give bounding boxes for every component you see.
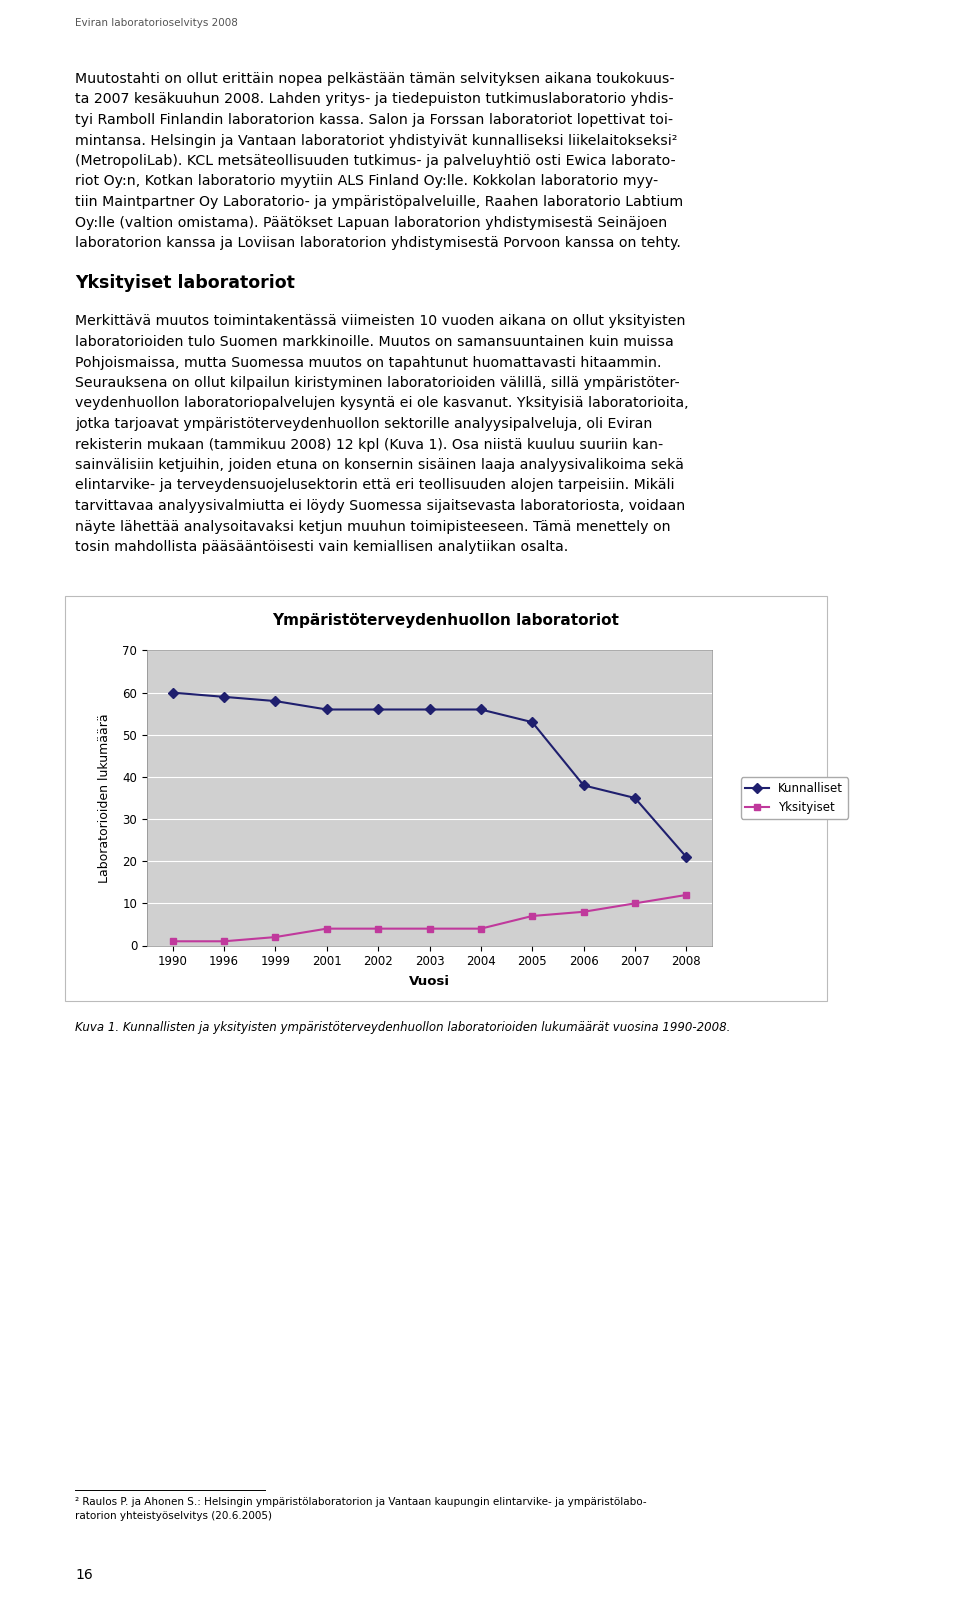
Text: Yksityiset laboratoriot: Yksityiset laboratoriot [75, 274, 295, 292]
Text: 16: 16 [75, 1569, 93, 1582]
Text: Muutostahti on ollut erittäin nopea pelkästään tämän selvityksen aikana toukokuu: Muutostahti on ollut erittäin nopea pelk… [75, 72, 675, 87]
Text: Seurauksena on ollut kilpailun kiristyminen laboratorioiden välillä, sillä ympär: Seurauksena on ollut kilpailun kiristymi… [75, 375, 680, 390]
Bar [65, 595, 827, 1001]
X-axis label: Vuosi: Vuosi [409, 975, 450, 988]
Text: ² Raulos P. ja Ahonen S.: Helsingin ympäristölaboratorion ja Vantaan kaupungin e: ² Raulos P. ja Ahonen S.: Helsingin ympä… [75, 1497, 647, 1508]
Text: ratorion yhteistyöselvitys (20.6.2005): ratorion yhteistyöselvitys (20.6.2005) [75, 1511, 272, 1521]
Text: jotka tarjoavat ympäristöterveydenhuollon sektorille analyysipalveluja, oli Evir: jotka tarjoavat ympäristöterveydenhuollo… [75, 417, 653, 431]
Text: ta 2007 kesäkuuhun 2008. Lahden yritys- ja tiedepuiston tutkimuslaboratorio yhdi: ta 2007 kesäkuuhun 2008. Lahden yritys- … [75, 93, 674, 106]
Text: Eviran laboratorioselvitys 2008: Eviran laboratorioselvitys 2008 [75, 18, 238, 27]
Text: sainvälisiin ketjuihin, joiden etuna on konsernin sisäinen laaja analyysivalikoi: sainvälisiin ketjuihin, joiden etuna on … [75, 459, 684, 472]
Text: Pohjoismaissa, mutta Suomessa muutos on tapahtunut huomattavasti hitaammin.: Pohjoismaissa, mutta Suomessa muutos on … [75, 356, 661, 369]
Text: laboratorion kanssa ja Loviisan laboratorion yhdistymisestä Porvoon kanssa on te: laboratorion kanssa ja Loviisan laborato… [75, 236, 681, 250]
Text: rekisterin mukaan (tammikuu 2008) 12 kpl (Kuva 1). Osa niistä kuuluu suuriin kan: rekisterin mukaan (tammikuu 2008) 12 kpl… [75, 438, 663, 451]
Text: tarvittavaa analyysivalmiutta ei löydy Suomessa sijaitsevasta laboratoriosta, vo: tarvittavaa analyysivalmiutta ei löydy S… [75, 499, 685, 513]
Text: veydenhuollon laboratoriopalvelujen kysyntä ei ole kasvanut. Yksityisiä laborato: veydenhuollon laboratoriopalvelujen kysy… [75, 396, 688, 411]
Text: Ympäristöterveydenhuollon laboratoriot: Ympäristöterveydenhuollon laboratoriot [273, 613, 619, 629]
Text: mintansa. Helsingin ja Vantaan laboratoriot yhdistyivät kunnalliseksi liikelaito: mintansa. Helsingin ja Vantaan laborator… [75, 133, 678, 148]
Legend: Kunnalliset, Yksityiset: Kunnalliset, Yksityiset [740, 778, 848, 818]
Text: näyte lähettää analysoitavaksi ketjun muuhun toimipisteeseen. Tämä menettely on: näyte lähettää analysoitavaksi ketjun mu… [75, 520, 671, 534]
Text: (MetropoliLab). KCL metsäteollisuuden tutkimus- ja palveluyhtiö osti Ewica labor: (MetropoliLab). KCL metsäteollisuuden tu… [75, 154, 676, 168]
Text: riot Oy:n, Kotkan laboratorio myytiin ALS Finland Oy:lle. Kokkolan laboratorio m: riot Oy:n, Kotkan laboratorio myytiin AL… [75, 175, 659, 189]
Text: Oy:lle (valtion omistama). Päätökset Lapuan laboratorion yhdistymisestä Seinäjoe: Oy:lle (valtion omistama). Päätökset Lap… [75, 215, 667, 229]
Text: Merkittävä muutos toimintakentässä viimeisten 10 vuoden aikana on ollut yksityis: Merkittävä muutos toimintakentässä viime… [75, 314, 685, 329]
Text: tyi Ramboll Finlandin laboratorion kassa. Salon ja Forssan laboratoriot lopettiv: tyi Ramboll Finlandin laboratorion kassa… [75, 112, 673, 127]
Text: laboratorioiden tulo Suomen markkinoille. Muutos on samansuuntainen kuin muissa: laboratorioiden tulo Suomen markkinoille… [75, 335, 674, 350]
Text: elintarvike- ja terveydensuojelusektorin että eri teollisuuden alojen tarpeisiin: elintarvike- ja terveydensuojelusektorin… [75, 478, 675, 492]
Text: tiin Maintpartner Oy Laboratorio- ja ympäristöpalveluille, Raahen laboratorio La: tiin Maintpartner Oy Laboratorio- ja ymp… [75, 196, 684, 209]
Text: Kuva 1. Kunnallisten ja yksityisten ympäristöterveydenhuollon laboratorioiden lu: Kuva 1. Kunnallisten ja yksityisten ympä… [75, 1020, 731, 1033]
Y-axis label: Laboratorioiden lukumäärä: Laboratorioiden lukumäärä [98, 714, 111, 882]
Text: tosin mahdollista pääsääntöisesti vain kemiallisen analytiikan osalta.: tosin mahdollista pääsääntöisesti vain k… [75, 541, 568, 553]
